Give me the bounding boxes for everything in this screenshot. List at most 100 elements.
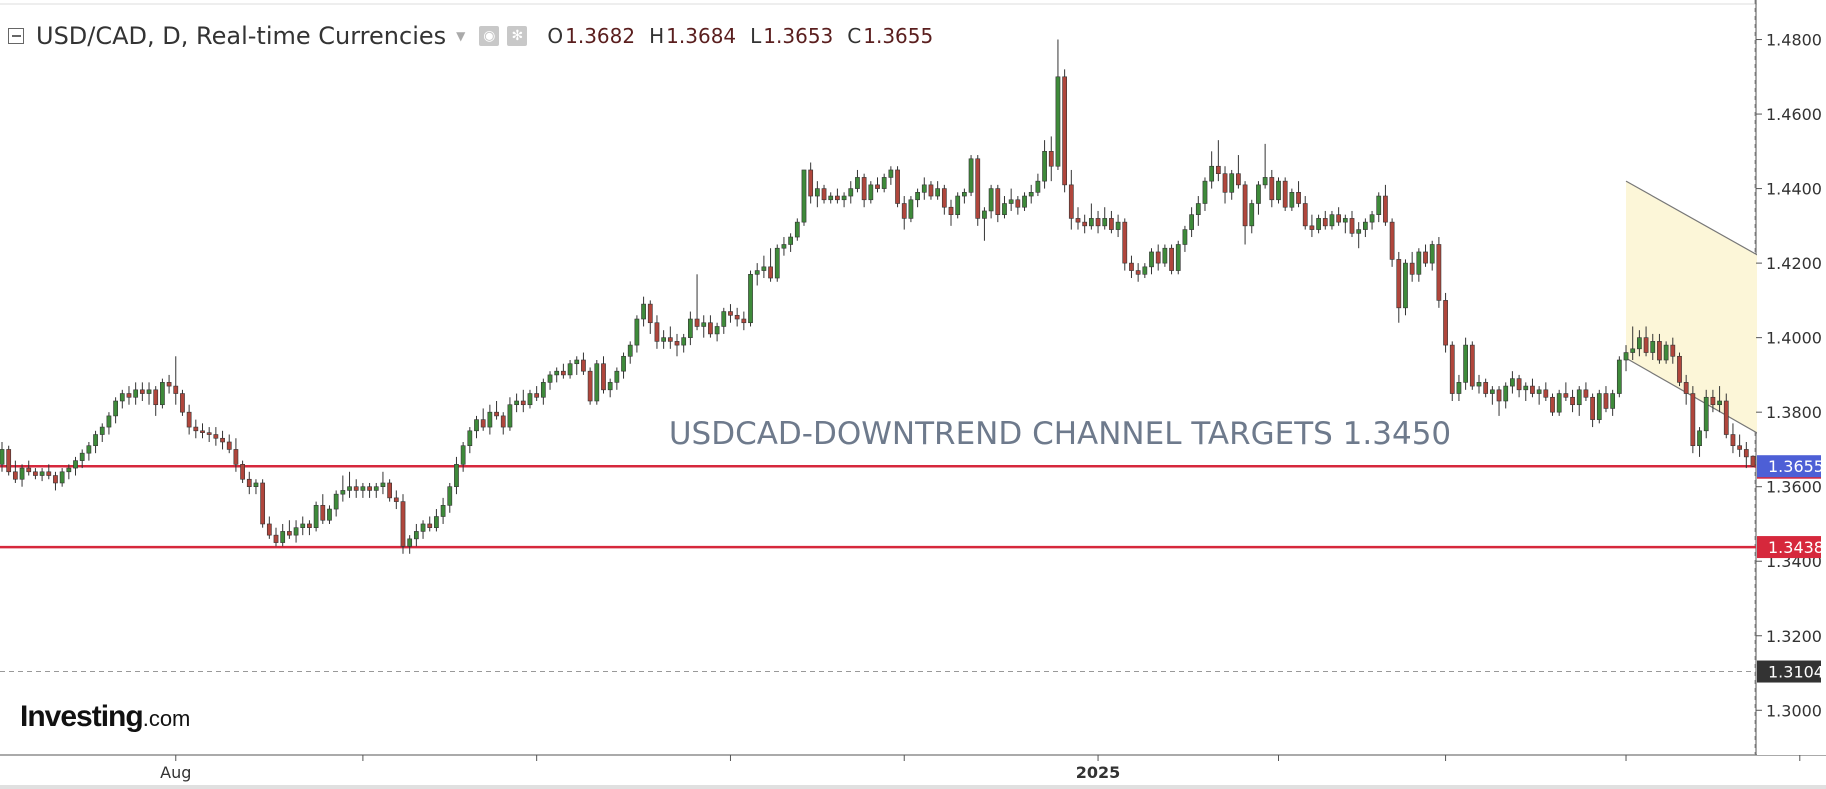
- candle: [1262, 143, 1268, 189]
- price-tag-label: 1.3438: [1768, 538, 1824, 557]
- candle: [995, 184, 1001, 223]
- candle-body: [868, 184, 874, 201]
- candle-body: [253, 482, 259, 488]
- candle-body: [1436, 244, 1442, 301]
- candle-body: [1195, 203, 1201, 215]
- candle-body: [1135, 270, 1141, 275]
- candle-body: [1596, 393, 1602, 420]
- ohlc-open: O 1.3682: [547, 24, 636, 48]
- price-tag-bg: [1757, 660, 1821, 683]
- candle-body: [561, 370, 566, 376]
- candle: [1162, 244, 1168, 267]
- candle-body: [1015, 199, 1021, 208]
- x-tick-label: 2025: [1076, 763, 1121, 782]
- eye-icon[interactable]: ◉: [479, 26, 500, 46]
- candle-body: [307, 523, 312, 528]
- candle-body: [180, 393, 185, 413]
- candle-body: [73, 460, 78, 469]
- candle-body: [1028, 192, 1034, 197]
- candle-body: [514, 400, 519, 406]
- price-tag-bg: [1757, 536, 1821, 559]
- candle-body: [1650, 341, 1656, 353]
- candle: [708, 315, 713, 338]
- candle: [287, 520, 292, 539]
- candle-body: [540, 382, 546, 398]
- candle-body: [1363, 221, 1368, 230]
- candle: [1115, 214, 1121, 238]
- candle-body: [333, 493, 339, 510]
- candle-body: [1102, 218, 1108, 227]
- candle-body: [380, 482, 386, 488]
- candle: [607, 378, 613, 398]
- candle: [1416, 248, 1422, 282]
- candle-body: [1603, 393, 1609, 409]
- chevron-down-icon[interactable]: ▼: [456, 29, 466, 43]
- candle: [233, 438, 239, 472]
- candle-body: [246, 478, 252, 488]
- candle: [79, 449, 85, 469]
- candle-body: [828, 195, 834, 201]
- candle-body: [1068, 184, 1074, 219]
- candle-body: [594, 363, 600, 402]
- collapse-toggle-icon[interactable]: [8, 28, 24, 44]
- candle-body: [928, 184, 934, 197]
- candle: [180, 389, 185, 416]
- candle: [1349, 210, 1355, 238]
- candle: [119, 389, 125, 409]
- candle: [307, 520, 312, 536]
- candle-body: [240, 464, 245, 480]
- candle-body: [614, 370, 620, 383]
- price-tag-label: 1.3655: [1768, 457, 1824, 476]
- candle-body: [1703, 396, 1709, 432]
- candle: [681, 333, 687, 353]
- candle: [59, 468, 65, 487]
- candle: [915, 188, 920, 208]
- candle-body: [487, 411, 493, 428]
- candle-body: [1182, 229, 1188, 245]
- candle-body: [1022, 195, 1027, 208]
- y-tick-label: 1.4000: [1766, 329, 1822, 348]
- channel-lower-line: [1625, 357, 1826, 473]
- candle: [848, 181, 854, 204]
- candle: [1643, 326, 1649, 357]
- candle: [895, 166, 900, 208]
- candle: [327, 505, 332, 524]
- candle: [574, 356, 580, 375]
- candle-body: [1095, 218, 1101, 227]
- candle-body: [193, 426, 199, 432]
- candle: [1088, 203, 1094, 230]
- candle-body: [1055, 76, 1061, 167]
- candle: [1109, 210, 1114, 234]
- gear-icon[interactable]: ✻: [507, 26, 528, 46]
- candle: [467, 427, 473, 454]
- y-tick-label: 1.4400: [1766, 180, 1822, 199]
- candle-body: [494, 411, 499, 417]
- candle: [200, 423, 205, 439]
- candle: [434, 509, 439, 532]
- candle: [367, 482, 372, 498]
- candle: [427, 516, 433, 532]
- candle-body: [6, 449, 12, 473]
- symbol-title[interactable]: USD/CAD, D, Real-time Currencies: [36, 22, 447, 50]
- candle-body: [734, 314, 740, 320]
- candle-body: [814, 188, 820, 197]
- candle: [641, 296, 646, 327]
- candle: [701, 315, 707, 338]
- candle: [340, 475, 346, 502]
- candle: [407, 535, 413, 554]
- candle-body: [587, 370, 593, 402]
- candle-body: [1075, 218, 1081, 223]
- candle: [540, 378, 546, 405]
- candle-body: [988, 188, 994, 212]
- candle-body: [554, 370, 560, 376]
- y-tick-label: 1.4600: [1766, 105, 1822, 124]
- candle: [754, 263, 760, 286]
- candle: [1035, 173, 1041, 197]
- y-tick-label: 1.3000: [1766, 701, 1822, 720]
- candle: [1630, 326, 1636, 361]
- candle-body: [714, 326, 720, 335]
- candle: [1222, 166, 1228, 204]
- candle: [821, 184, 827, 204]
